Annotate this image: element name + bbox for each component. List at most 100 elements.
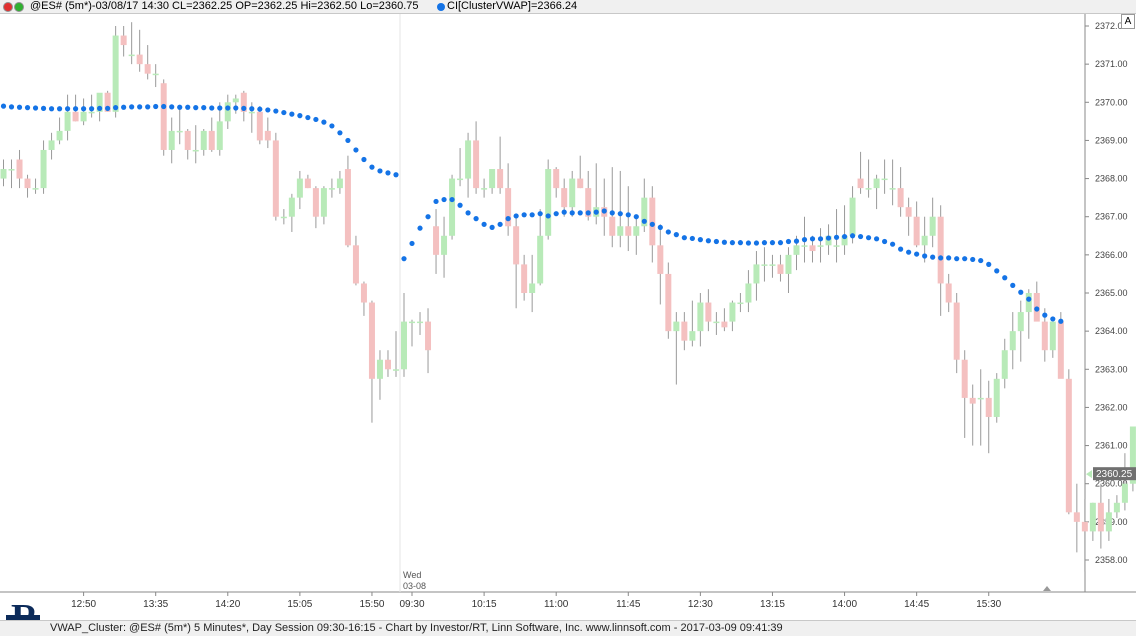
candle[interactable] (601, 178, 608, 236)
candle[interactable] (176, 106, 183, 145)
candle[interactable] (521, 254, 528, 301)
candle[interactable] (937, 205, 944, 316)
candle[interactable] (449, 174, 456, 240)
candle[interactable] (264, 117, 271, 149)
candle[interactable] (705, 289, 712, 332)
candle[interactable] (1073, 483, 1080, 553)
candle[interactable] (713, 312, 720, 335)
candle[interactable] (1009, 312, 1016, 370)
candle[interactable] (256, 106, 263, 145)
candle[interactable] (272, 132, 279, 221)
candle[interactable] (80, 98, 87, 126)
candle[interactable] (657, 224, 664, 305)
candle[interactable] (360, 281, 367, 316)
candle[interactable] (200, 128, 207, 156)
candle[interactable] (425, 308, 432, 374)
candle[interactable] (785, 247, 792, 293)
candle[interactable] (873, 174, 880, 210)
candle[interactable] (945, 273, 952, 313)
price-chart[interactable]: Wed03-082358.002359.002360.002361.002362… (0, 14, 1136, 620)
candle[interactable] (489, 169, 496, 194)
candle[interactable] (505, 163, 512, 236)
candle[interactable] (625, 186, 632, 252)
candle[interactable] (128, 22, 135, 65)
candle[interactable] (40, 140, 47, 194)
candle[interactable] (769, 254, 776, 278)
candle[interactable] (497, 136, 504, 194)
candle[interactable] (881, 159, 888, 194)
candle[interactable] (905, 197, 912, 236)
candle[interactable] (1001, 338, 1008, 389)
candle[interactable] (1113, 495, 1120, 519)
candle[interactable] (384, 350, 391, 377)
candle[interactable] (1089, 502, 1096, 541)
candle[interactable] (457, 148, 464, 187)
candle[interactable] (208, 117, 215, 152)
candle[interactable] (641, 178, 648, 232)
candle[interactable] (304, 174, 311, 189)
candle[interactable] (312, 186, 319, 229)
candle[interactable] (609, 167, 616, 248)
candle[interactable] (865, 159, 872, 198)
candle[interactable] (817, 228, 824, 263)
candle[interactable] (593, 163, 600, 225)
candle[interactable] (24, 174, 31, 198)
candle[interactable] (1129, 426, 1136, 492)
green-circle-icon[interactable] (14, 1, 24, 12)
candle[interactable] (889, 159, 896, 206)
candle[interactable] (1033, 281, 1040, 322)
candle[interactable] (897, 167, 904, 217)
candle[interactable] (8, 159, 15, 189)
candle[interactable] (929, 197, 936, 248)
candle[interactable] (633, 216, 640, 255)
candle[interactable] (529, 254, 536, 313)
candle[interactable] (993, 373, 1000, 423)
candle[interactable] (673, 312, 680, 385)
candle[interactable] (120, 26, 127, 57)
candle[interactable] (56, 117, 63, 145)
candle[interactable] (160, 79, 167, 156)
candle[interactable] (985, 380, 992, 454)
candle[interactable] (48, 132, 55, 160)
candle[interactable] (417, 312, 424, 335)
candle[interactable] (481, 178, 488, 198)
candle[interactable] (681, 312, 688, 351)
candle[interactable] (745, 270, 752, 313)
candle[interactable] (16, 149, 23, 189)
candle[interactable] (1049, 321, 1056, 358)
candle[interactable] (617, 170, 624, 248)
candle[interactable] (288, 193, 295, 232)
candle[interactable] (977, 369, 984, 446)
candle[interactable] (537, 209, 544, 286)
candle[interactable] (1065, 369, 1072, 515)
candle[interactable] (961, 350, 968, 438)
candle[interactable] (32, 178, 39, 194)
candle[interactable] (1081, 498, 1088, 572)
candle[interactable] (953, 293, 960, 374)
candle[interactable] (569, 170, 576, 217)
candle[interactable] (1097, 483, 1104, 549)
candle[interactable] (1105, 498, 1112, 541)
candle[interactable] (513, 216, 520, 309)
candle[interactable] (409, 319, 416, 347)
candle[interactable] (296, 170, 303, 210)
candle[interactable] (352, 235, 359, 286)
candle[interactable] (577, 155, 584, 189)
candle[interactable] (232, 94, 239, 114)
candle[interactable] (433, 209, 440, 274)
candle[interactable] (553, 167, 560, 198)
candle[interactable] (144, 45, 151, 80)
candle[interactable] (376, 350, 383, 400)
candle[interactable] (465, 132, 472, 198)
candle[interactable] (0, 159, 7, 187)
candle[interactable] (344, 155, 351, 248)
candle[interactable] (152, 64, 159, 88)
candle[interactable] (697, 293, 704, 347)
candle[interactable] (184, 128, 191, 160)
candle[interactable] (1017, 300, 1024, 362)
candle[interactable] (224, 94, 231, 129)
candle[interactable] (136, 29, 143, 72)
candle[interactable] (665, 262, 672, 339)
candle[interactable] (441, 216, 448, 278)
candle[interactable] (368, 300, 375, 423)
